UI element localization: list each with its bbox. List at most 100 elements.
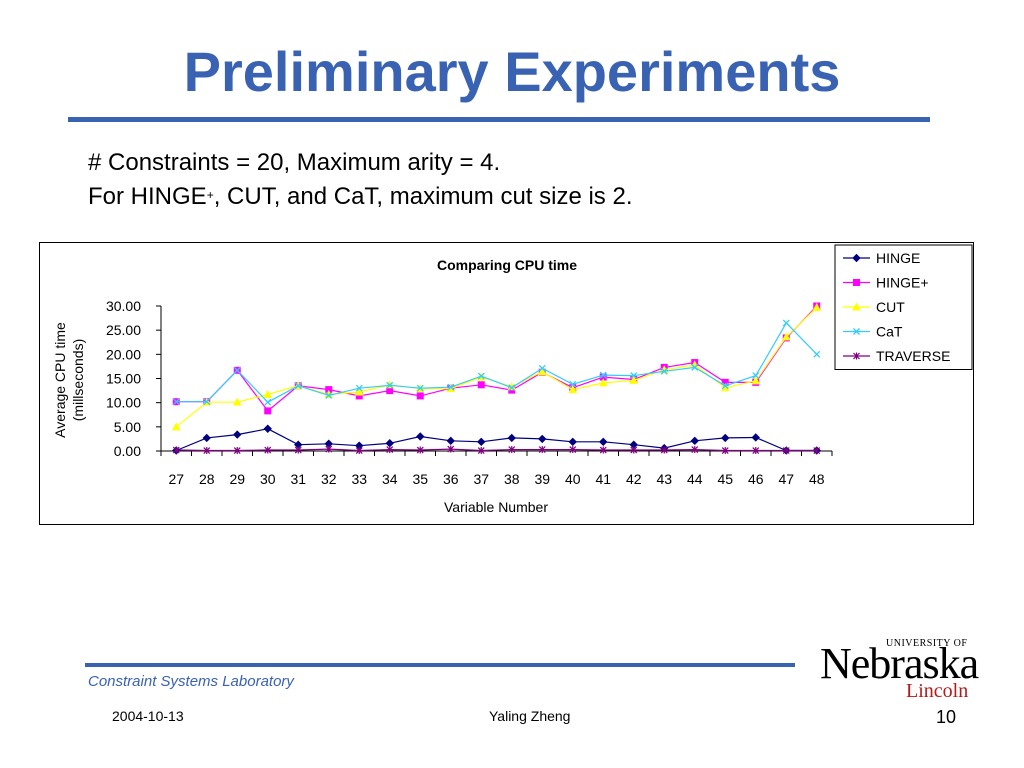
logo-university-of: UNIVERSITY OF [886, 638, 968, 649]
legend-item-hinge: HINGE [843, 250, 920, 266]
data-point-cat [782, 319, 790, 327]
data-point-hinge [416, 432, 425, 441]
slide-number: 10 [936, 707, 957, 727]
y-tick-label: 0.00 [114, 443, 141, 459]
data-point-cat [752, 372, 760, 380]
data-point-cut [263, 389, 273, 398]
y-tick-label: 25.00 [106, 322, 141, 338]
data-point-cat [355, 384, 363, 392]
data-point-traverse [325, 445, 333, 453]
footer-author: Yaling Zheng [489, 708, 571, 724]
data-point-traverse [447, 445, 455, 453]
x-tick-label: 37 [473, 471, 489, 487]
data-point-hinge [690, 436, 699, 446]
data-point-traverse [782, 447, 790, 455]
legend-item-cat: CaT [843, 324, 903, 340]
chart-axes: 0.00 5.00 10.00 15.00 20.00 25.00 30.00 27 28 29 3… [106, 298, 833, 487]
data-point-cat [233, 366, 241, 374]
data-point-cat [477, 372, 485, 380]
data-point-traverse [721, 447, 729, 455]
y-tick-label: 5.00 [114, 419, 141, 435]
series-line-hinge-plus [176, 305, 818, 412]
legend-label: CaT [876, 324, 903, 340]
legend-marker [853, 352, 860, 360]
data-point-hinge [568, 437, 577, 447]
slide-title: Preliminary Experiments [183, 40, 841, 103]
x-tick-label: 27 [168, 471, 184, 487]
cpu-time-chart: Comparing CPU time Average CPU time (mil… [52, 244, 973, 515]
data-point-traverse [264, 446, 272, 454]
data-point-cat [172, 398, 180, 406]
data-point-hinge-plus [477, 381, 485, 389]
data-point-traverse [660, 446, 668, 454]
chart-frame: Comparing CPU time Average CPU time (mil… [39, 242, 974, 525]
x-tick-label: 35 [412, 471, 428, 487]
y-tick-label: 30.00 [106, 298, 141, 314]
data-point-cut [232, 397, 242, 406]
x-tick-label: 32 [321, 471, 337, 487]
data-point-traverse [477, 447, 485, 455]
footer-divider [85, 663, 795, 667]
legend-label: HINGE+ [876, 275, 929, 291]
data-point-hinge [446, 436, 455, 446]
data-point-traverse [691, 446, 699, 454]
data-point-cat [386, 381, 394, 389]
data-point-cat [813, 350, 821, 358]
data-point-traverse [416, 446, 424, 454]
chart-title: Comparing CPU time [437, 257, 577, 273]
legend-item-traverse: TRAVERSE [843, 348, 950, 364]
x-tick-label: 43 [656, 471, 672, 487]
legend-label: TRAVERSE [876, 348, 950, 364]
series-cat [172, 319, 821, 406]
data-point-hinge [751, 433, 760, 442]
data-point-cat [721, 382, 729, 390]
legend-label: CUT [876, 299, 905, 315]
data-point-cut [812, 302, 822, 311]
x-tick-label: 44 [687, 471, 703, 487]
y-tick-label: 10.00 [106, 395, 141, 411]
logo-nebraska: Nebraska [820, 639, 979, 688]
data-point-cat [294, 382, 302, 390]
legend-marker [852, 253, 861, 263]
data-point-cat [660, 367, 668, 375]
x-tick-label: 40 [565, 471, 581, 487]
x-tick-label: 45 [717, 471, 733, 487]
slide-subtitle: # Constraints = 20, Maximum arity = 4. F… [88, 146, 632, 214]
subtitle-line-2-start: For HINGE [88, 183, 207, 210]
title-divider [68, 117, 930, 122]
data-point-traverse [355, 447, 363, 455]
x-tick-label: 33 [351, 471, 367, 487]
legend-marker [853, 328, 860, 335]
data-point-traverse [203, 447, 211, 455]
x-tick-label: 30 [260, 471, 276, 487]
x-tick-label: 41 [595, 471, 611, 487]
data-point-traverse [233, 447, 241, 455]
y-tick-label: 20.00 [106, 346, 141, 362]
x-tick-label: 29 [229, 471, 245, 487]
footer-date: 2004-10-13 [112, 708, 184, 724]
data-point-cat [447, 383, 455, 391]
data-point-hinge [599, 437, 608, 447]
x-tick-label: 48 [809, 471, 825, 487]
hinge-plus-superscript: + [206, 188, 214, 202]
data-point-traverse [386, 446, 394, 454]
data-point-cut [751, 376, 761, 385]
data-point-hinge [385, 439, 394, 448]
series-lines [171, 302, 822, 455]
data-point-cat [569, 380, 577, 388]
y-axis-label-line-2: (millseconds) [70, 339, 86, 421]
data-point-cat [203, 398, 211, 406]
x-tick-label: 28 [199, 471, 215, 487]
data-point-cat [416, 384, 424, 392]
legend-marker [853, 279, 860, 286]
data-point-traverse [569, 446, 577, 454]
data-point-cut [568, 385, 578, 394]
legend-item-hinge-plus: HINGE+ [843, 275, 929, 291]
lab-name: Constraint Systems Laboratory [88, 673, 294, 690]
y-tick-label: 15.00 [106, 371, 141, 387]
legend-item-cut: CUT [843, 299, 905, 315]
data-point-hinge [202, 433, 211, 443]
data-point-hinge-plus [386, 387, 394, 395]
series-line-cat [176, 321, 818, 403]
x-tick-label: 42 [626, 471, 642, 487]
